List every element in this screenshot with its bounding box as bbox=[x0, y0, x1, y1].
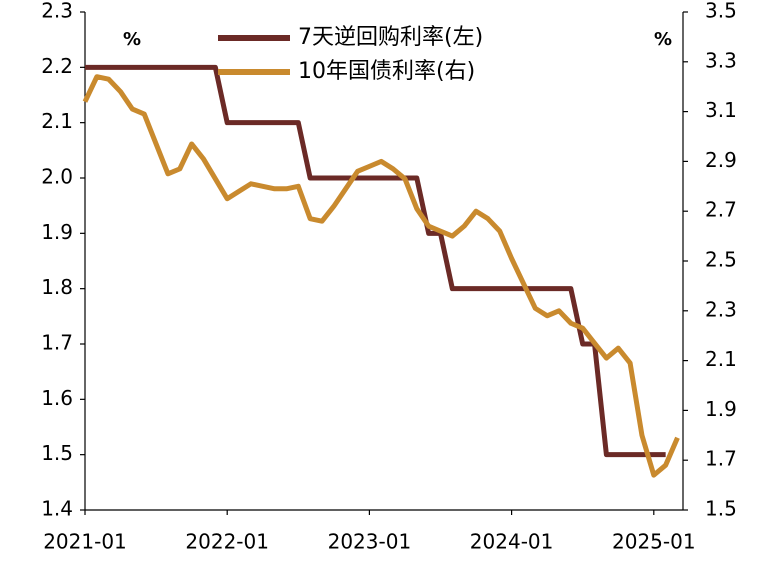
y-tick-label: 1.8 bbox=[41, 275, 73, 299]
y2-tick-label: 2.9 bbox=[705, 148, 737, 172]
y-tick-label: 2.2 bbox=[41, 54, 73, 78]
series-line bbox=[82, 74, 680, 478]
y2-tick-label: 1.9 bbox=[705, 397, 737, 421]
x-tick-label: 2025-01 bbox=[612, 530, 696, 554]
y-tick-label: 1.6 bbox=[41, 386, 73, 410]
y2-tick-label: 2.3 bbox=[705, 297, 737, 321]
y2-tick-label: 3.3 bbox=[705, 48, 737, 72]
y-tick-label: 2.3 bbox=[41, 0, 73, 23]
y2-tick-label: 1.5 bbox=[705, 497, 737, 521]
x-tick-label: 2023-01 bbox=[328, 530, 412, 554]
legend-label: 10年国债利率(右) bbox=[298, 59, 475, 84]
y-tick-label: 1.4 bbox=[41, 497, 73, 521]
y-tick-label: 2.1 bbox=[41, 109, 73, 133]
y2-tick-label: 3.5 bbox=[705, 0, 737, 23]
y2-tick-label: 3.1 bbox=[705, 98, 737, 122]
y-tick-label: 1.5 bbox=[41, 441, 73, 465]
x-tick-label: 2024-01 bbox=[470, 530, 554, 554]
series-line bbox=[85, 64, 666, 458]
y2-tick-label: 1.7 bbox=[705, 447, 737, 471]
y2-tick-label: 2.1 bbox=[705, 347, 737, 371]
legend-label: 7天逆回购利率(左) bbox=[298, 25, 483, 50]
y2-unit: % bbox=[654, 29, 672, 50]
y2-tick-label: 2.7 bbox=[705, 198, 737, 222]
x-tick-label: 2021-01 bbox=[43, 530, 127, 554]
y-tick-label: 2.0 bbox=[41, 165, 73, 189]
y-unit: % bbox=[123, 29, 141, 50]
y2-tick-label: 2.5 bbox=[705, 248, 737, 272]
y-tick-label: 1.7 bbox=[41, 331, 73, 355]
y-tick-label: 1.9 bbox=[41, 220, 73, 244]
x-tick-label: 2022-01 bbox=[185, 530, 269, 554]
